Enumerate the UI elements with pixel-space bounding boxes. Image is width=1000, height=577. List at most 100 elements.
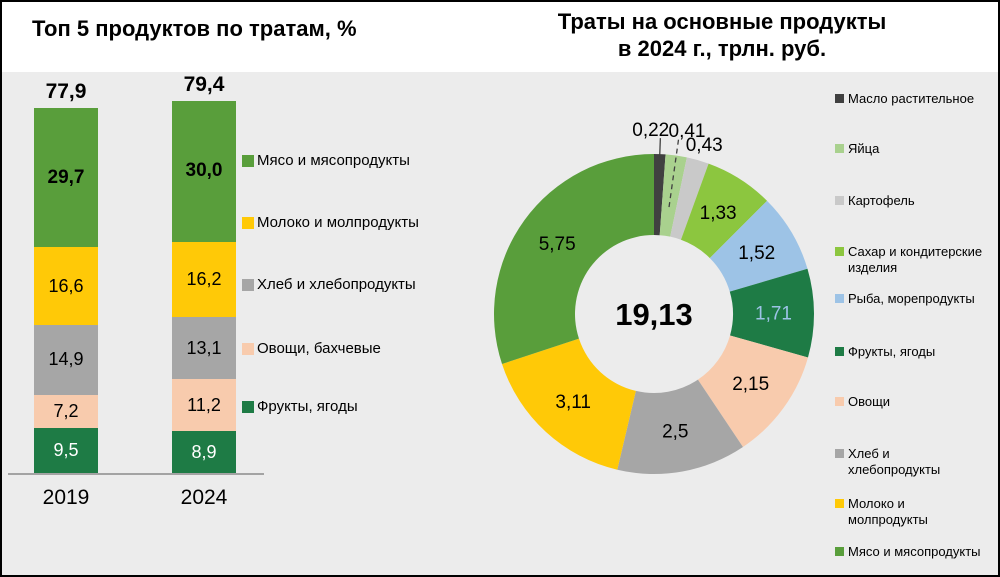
bar-segment-value: 13,1 [186, 337, 222, 358]
legend-label-line: изделия [848, 260, 898, 275]
bar-segment-5: 9,5 [34, 428, 98, 473]
legend-item-label: Мясо и мясопродукты [257, 152, 410, 169]
donut-slice-6 [729, 268, 814, 358]
legend-label-line: Рыба, морепродукты [848, 291, 975, 306]
donut-slice-value: 1,33 [700, 203, 737, 224]
donut-slice-value: 1,52 [738, 243, 775, 264]
legend-item-label: Овощи [848, 394, 890, 410]
donut-slice-9 [502, 338, 636, 470]
bar-segment-value: 16,2 [186, 268, 222, 289]
legend-color-swatch [835, 247, 844, 256]
donut-slice-value: 5,75 [539, 234, 576, 255]
bar-segment-value: 16,6 [48, 275, 84, 296]
legend-color-swatch [835, 547, 844, 556]
legend-color-swatch [242, 343, 254, 355]
legend-label-line: Фрукты, ягоды [848, 344, 936, 359]
x-axis-line [8, 473, 264, 475]
donut-chart-title-line1: Траты на основные продукты [557, 9, 887, 34]
legend-label-line: Хлеб и [848, 446, 890, 461]
legend-color-swatch [835, 499, 844, 508]
bar-segment-value: 9,5 [53, 440, 79, 461]
bar-segment-value: 7,2 [53, 401, 79, 422]
bar-total-label: 79,4 [183, 72, 225, 96]
x-axis-category-label: 2019 [42, 486, 90, 509]
legend-item-label: Сахар и кондитерские изделия [848, 244, 982, 276]
donut-slice-value: 0,41 [669, 121, 706, 142]
legend-label-line: Картофель [848, 193, 915, 208]
bar-segment-value: 29,7 [47, 166, 85, 188]
donut-chart-title-line2: в 2024 г., трлн. руб. [617, 36, 827, 61]
bar-segment-4: 11,2 [172, 378, 236, 432]
legend-item-2: Молоко и молпродукты [242, 214, 419, 231]
label-leader-line-solid [657, 138, 662, 210]
donut-slice-5 [709, 200, 808, 292]
legend-color-swatch [835, 196, 844, 205]
legend-item-label: Масло растительное [848, 91, 974, 107]
bar-chart-title: Топ 5 продуктов по тратам, % [32, 16, 357, 41]
donut-slice-value: 0,22 [632, 120, 669, 141]
donut-slice-3 [670, 157, 709, 240]
bar-segment-value: 11,2 [187, 394, 221, 415]
donut-slice-value: 2,15 [732, 374, 769, 395]
legend-item-label: Овощи, бахчевые [257, 340, 381, 357]
legend-item-label: Картофель [848, 193, 915, 209]
legend-item-1: Мясо и мясопродукты [242, 152, 410, 169]
legend-label-line: Молоко и [848, 496, 905, 511]
donut-slice-7 [697, 335, 808, 447]
donut-legend-item-7: Овощи [835, 394, 890, 410]
legend-item-label: Хлеб и хлебопродукты [257, 276, 416, 293]
label-leader-line-dashed [667, 139, 680, 211]
legend-label-line: Масло растительное [848, 91, 975, 106]
bar-total-label: 77,9 [45, 80, 87, 103]
legend-color-swatch [835, 449, 844, 458]
legend-item-label: Молоко и молпродукты [257, 214, 419, 231]
donut-legend-item-2: Яйца [835, 141, 879, 157]
legend-item-label: Фрукты, ягоды [257, 398, 358, 415]
legend-item-label: Яйца [848, 141, 879, 157]
bar-segment-value: 14,9 [48, 349, 84, 370]
bar-segment-5: 8,9 [172, 431, 236, 473]
legend-item-5: Фрукты, ягоды [242, 398, 358, 415]
legend-color-swatch [242, 401, 254, 413]
donut-slice-value: 1,71 [755, 303, 792, 324]
donut-chart: 0,22 0,410,43 1,331,52 1,71 2,15 2,5 3,11 5,75 1… [494, 120, 814, 474]
legend-item-label: Мясо и мясопродукты [848, 544, 981, 560]
donut-legend-item-8: Хлеб и хлебопродукты [835, 446, 940, 478]
donut-legend-item-3: Картофель [835, 193, 915, 209]
donut-slice-1 [654, 154, 666, 236]
donut-slice-value: 0,43 [686, 135, 723, 156]
bar-segment-2: 16,6 [34, 247, 98, 325]
legend-color-swatch [242, 217, 254, 229]
donut-legend-item-6: Фрукты, ягоды [835, 344, 935, 360]
bar-segment-3: 14,9 [34, 324, 98, 395]
donut-legend-item-9: Молоко и молпродукты [835, 496, 928, 528]
legend-color-swatch [242, 279, 254, 291]
legend-label-line: Яйца [848, 141, 880, 156]
legend-color-swatch [835, 94, 844, 103]
donut-center-total: 19,13 [615, 297, 693, 332]
donut-slice-4 [680, 163, 768, 259]
donut-slice-10 [494, 154, 654, 364]
bar-segment-value: 8,9 [191, 441, 217, 462]
donut-legend-item-5: Рыба, морепродукты [835, 291, 975, 307]
donut-slice-value: 3,11 [555, 392, 591, 413]
legend-item-3: Хлеб и хлебопродукты [242, 276, 416, 293]
legend-item-label: Молоко и молпродукты [848, 496, 928, 528]
legend-label-line: хлебопродукты [848, 462, 941, 477]
legend-item-4: Овощи, бахчевые [242, 340, 381, 357]
bar-segment-value: 30,0 [185, 160, 223, 182]
bar-segment-1: 30,0 [172, 100, 236, 242]
donut-slice-8 [617, 379, 743, 474]
legend-item-label: Хлеб и хлебопродукты [848, 446, 940, 478]
donut-slice-value: 2,5 [662, 422, 688, 443]
donut-legend-item-10: Мясо и мясопродукты [835, 544, 981, 560]
legend-label-line: молпродукты [848, 512, 928, 527]
donut-legend-item-1: Масло растительное [835, 91, 974, 107]
legend-color-swatch [242, 155, 254, 167]
legend-color-swatch [835, 144, 844, 153]
bar-segment-3: 13,1 [172, 317, 236, 379]
legend-item-label: Рыба, морепродукты [848, 291, 975, 307]
donut-legend-item-4: Сахар и кондитерские изделия [835, 244, 982, 276]
bar-segment-4: 7,2 [34, 394, 98, 429]
legend-item-label: Фрукты, ягоды [848, 344, 935, 360]
